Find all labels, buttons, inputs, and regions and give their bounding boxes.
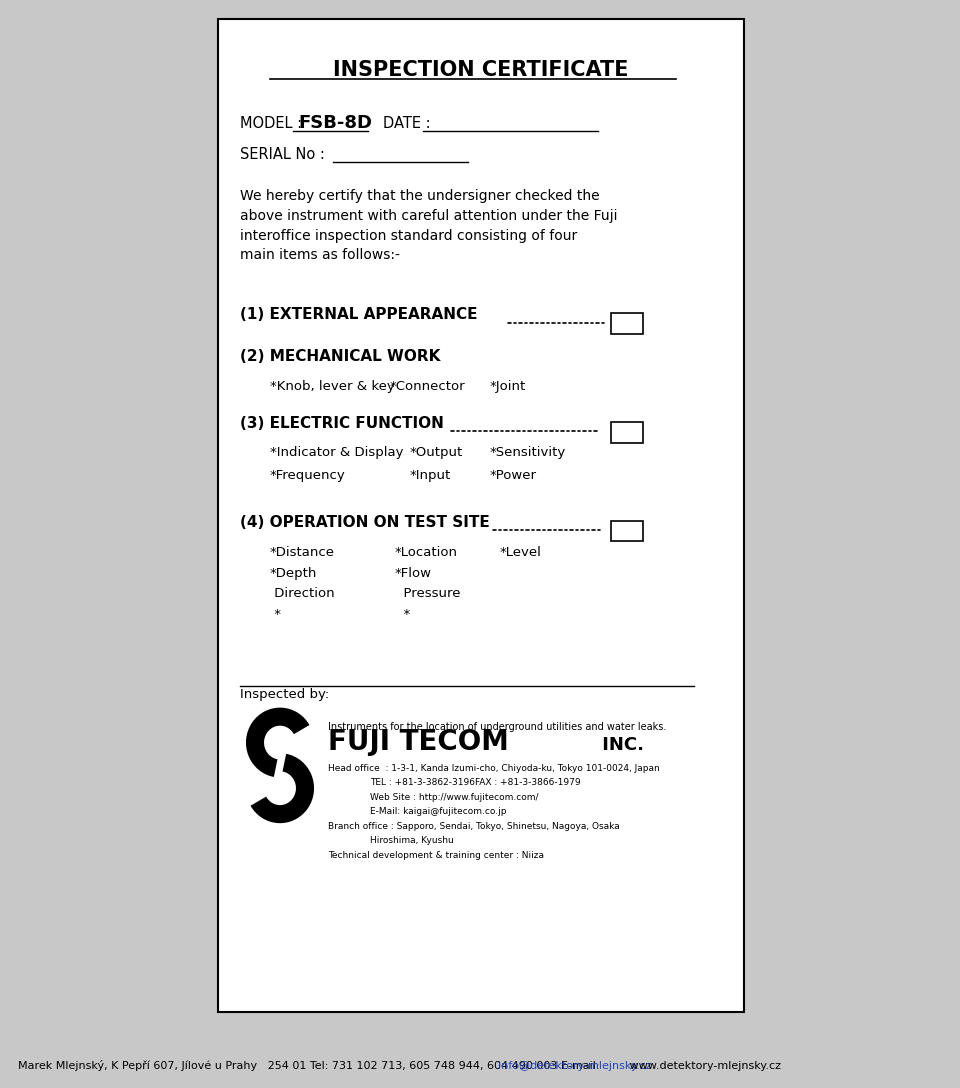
Text: We hereby certify that the undersigner checked the: We hereby certify that the undersigner c…: [240, 189, 600, 203]
Text: *Joint: *Joint: [490, 380, 526, 393]
Text: (1) EXTERNAL APPEARANCE: (1) EXTERNAL APPEARANCE: [240, 308, 477, 322]
Text: Technical development & training center : Niiza: Technical development & training center …: [328, 851, 544, 860]
Text: *Distance: *Distance: [270, 546, 335, 559]
Text: Head office  : 1-3-1, Kanda Izumi-cho, Chiyoda-ku, Tokyo 101-0024, Japan: Head office : 1-3-1, Kanda Izumi-cho, Ch…: [328, 764, 660, 772]
Text: Direction: Direction: [270, 588, 335, 601]
Text: Marek Mlejnský, K Pepří 607, Jílové u Prahy   254 01 Tel: 731 102 713, 605 748 9: Marek Mlejnský, K Pepří 607, Jílové u Pr…: [18, 1060, 603, 1072]
Text: FUJI TECOM: FUJI TECOM: [328, 728, 509, 756]
Text: E-Mail: kaigai@fujitecom.co.jp: E-Mail: kaigai@fujitecom.co.jp: [370, 807, 507, 816]
Text: above instrument with careful attention under the Fuji: above instrument with careful attention …: [240, 209, 617, 223]
Text: *Level: *Level: [500, 546, 541, 559]
Bar: [611, 313, 643, 334]
Text: *: *: [395, 608, 410, 621]
Text: info@detektory-mlejnsky.cz: info@detektory-mlejnsky.cz: [498, 1061, 652, 1071]
Text: *Depth: *Depth: [270, 567, 318, 580]
Text: *Sensitivity: *Sensitivity: [490, 446, 566, 459]
Text: SERIAL No :: SERIAL No :: [240, 147, 329, 162]
Text: interoffice inspection standard consisting of four: interoffice inspection standard consisti…: [240, 228, 577, 243]
Text: TEL : +81-3-3862-3196FAX : +81-3-3866-1979: TEL : +81-3-3862-3196FAX : +81-3-3866-19…: [370, 778, 581, 787]
Text: *Frequency: *Frequency: [270, 469, 346, 482]
Text: *Connector: *Connector: [390, 380, 466, 393]
Text: INC.: INC.: [596, 735, 644, 754]
Text: *Knob, lever & key: *Knob, lever & key: [270, 380, 395, 393]
Text: (3) ELECTRIC FUNCTION: (3) ELECTRIC FUNCTION: [240, 417, 444, 431]
Text: www.detektory-mlejnsky.cz: www.detektory-mlejnsky.cz: [618, 1061, 780, 1071]
Text: (4) OPERATION ON TEST SITE: (4) OPERATION ON TEST SITE: [240, 515, 490, 530]
Text: *Power: *Power: [490, 469, 537, 482]
Bar: [218, 18, 744, 1012]
Text: *Output: *Output: [410, 446, 464, 459]
Text: FSB-8D: FSB-8D: [298, 113, 372, 132]
Text: Instruments for the location of underground utilities and water leaks.: Instruments for the location of undergro…: [328, 722, 666, 732]
Text: Pressure: Pressure: [395, 588, 461, 601]
Text: *Location: *Location: [395, 546, 458, 559]
Text: Web Site : http://www.fujitecom.com/: Web Site : http://www.fujitecom.com/: [370, 793, 539, 802]
Text: (2) MECHANICAL WORK: (2) MECHANICAL WORK: [240, 349, 441, 363]
Text: Hiroshima, Kyushu: Hiroshima, Kyushu: [370, 837, 454, 845]
Text: *Input: *Input: [410, 469, 451, 482]
Bar: [611, 521, 643, 542]
Text: Inspected by:: Inspected by:: [240, 688, 329, 701]
Text: Marek Mlejnský, K Pepří 607, Jílové u Prahy   254 01 Tel: 731 102 713, 605 748 9: Marek Mlejnský, K Pepří 607, Jílové u Pr…: [18, 1060, 919, 1072]
Text: DATE :: DATE :: [383, 115, 435, 131]
Text: *: *: [270, 608, 281, 621]
Bar: [611, 422, 643, 443]
Text: main items as follows:-: main items as follows:-: [240, 248, 400, 262]
Text: Branch office : Sapporo, Sendai, Tokyo, Shinetsu, Nagoya, Osaka: Branch office : Sapporo, Sendai, Tokyo, …: [328, 821, 620, 830]
Text: *Flow: *Flow: [395, 567, 432, 580]
Text: INSPECTION CERTIFICATE: INSPECTION CERTIFICATE: [333, 60, 629, 79]
Text: MODEL :: MODEL :: [240, 115, 307, 131]
Text: *Indicator & Display: *Indicator & Display: [270, 446, 403, 459]
